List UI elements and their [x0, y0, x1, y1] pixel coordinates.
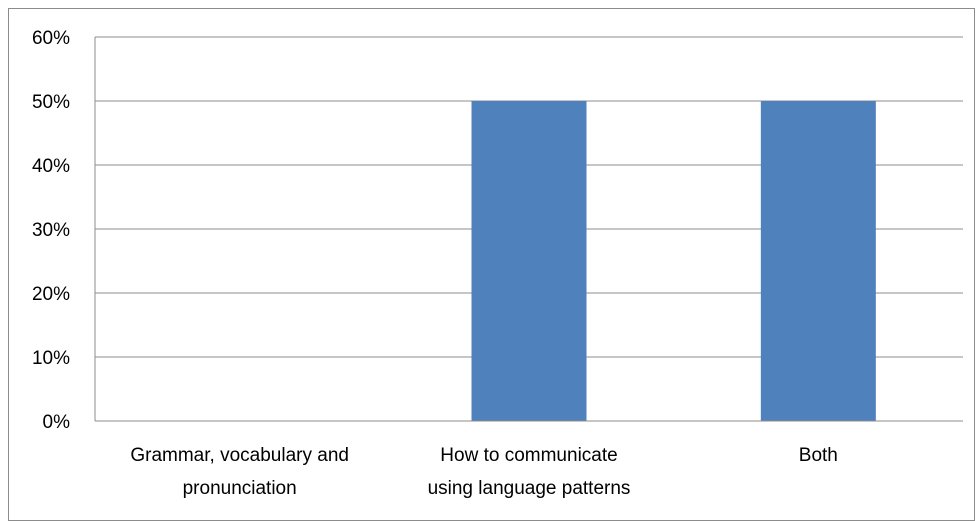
y-tick-label: 60% [32, 28, 70, 49]
bar [760, 101, 876, 421]
y-tick-label: 30% [32, 220, 70, 241]
x-tick-label: How to communicate [440, 445, 617, 466]
x-tick-label: pronunciation [183, 478, 297, 499]
x-tick-label: Both [799, 445, 838, 466]
y-tick-label: 10% [32, 348, 70, 369]
x-tick-label: Grammar, vocabulary and [130, 445, 349, 466]
y-tick-label: 20% [32, 284, 70, 305]
y-axis-ticks: 0% 10% 20% 30% 40% 50% 60% [32, 28, 70, 433]
y-tick-label: 50% [32, 92, 70, 113]
x-axis-labels: Grammar, vocabulary and pronunciation How … [130, 445, 838, 499]
y-tick-label: 0% [43, 412, 71, 433]
x-tick-label: using language patterns [428, 478, 631, 499]
bar [471, 101, 587, 421]
y-tick-label: 40% [32, 156, 70, 177]
bar-series [471, 101, 876, 421]
